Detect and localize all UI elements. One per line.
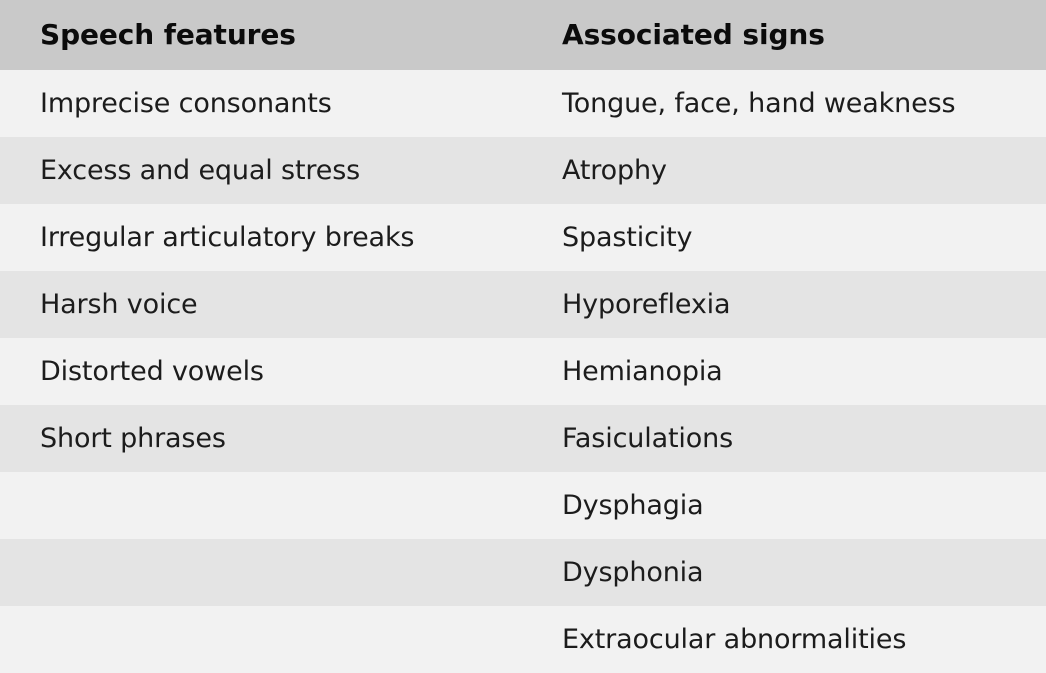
cell-associated-sign: Dysphagia — [562, 489, 704, 521]
cell-associated-sign: Dysphonia — [562, 556, 704, 588]
cell-speech-feature: Irregular articulatory breaks — [40, 221, 415, 253]
cell-speech-feature-empty — [0, 472, 523, 539]
cell-associated-sign: Spasticity — [562, 221, 693, 253]
table-row: Short phrases Fasiculations — [0, 405, 1046, 472]
cell-speech-feature: Distorted vowels — [40, 355, 264, 387]
table-row: Extraocular abnormalities — [0, 606, 1046, 673]
column-header-speech-features: Speech features — [40, 17, 296, 51]
cell-speech-feature: Excess and equal stress — [40, 154, 361, 186]
cell-associated-sign: Atrophy — [562, 154, 667, 186]
table-body: Imprecise consonants Tongue, face, hand w… — [0, 70, 1046, 673]
cell-speech-feature-empty — [0, 539, 523, 606]
table-header: Speech features Associated signs — [0, 0, 1046, 70]
cell-associated-sign: Fasiculations — [562, 422, 734, 454]
column-header-associated-signs: Associated signs — [562, 17, 825, 51]
cell-associated-sign: Extraocular abnormalities — [562, 623, 907, 655]
table-row: Dysphonia — [0, 539, 1046, 606]
table-row: Distorted vowels Hemianopia — [0, 338, 1046, 405]
cell-associated-sign: Hyporeflexia — [562, 288, 731, 320]
cell-speech-feature-empty — [0, 606, 523, 673]
table-row: Dysphagia — [0, 472, 1046, 539]
cell-speech-feature: Harsh voice — [40, 288, 198, 320]
table-row: Imprecise consonants Tongue, face, hand w… — [0, 70, 1046, 137]
cell-associated-sign: Tongue, face, hand weakness — [562, 87, 956, 119]
cell-speech-feature: Short phrases — [40, 422, 226, 454]
cell-speech-feature: Imprecise consonants — [40, 87, 332, 119]
table-row: Excess and equal stress Atrophy — [0, 137, 1046, 204]
table-row: Irregular articulatory breaks Spasticity — [0, 204, 1046, 271]
cell-associated-sign: Hemianopia — [562, 355, 723, 387]
table-row: Harsh voice Hyporeflexia — [0, 271, 1046, 338]
table-header-row: Speech features Associated signs — [0, 0, 1046, 70]
